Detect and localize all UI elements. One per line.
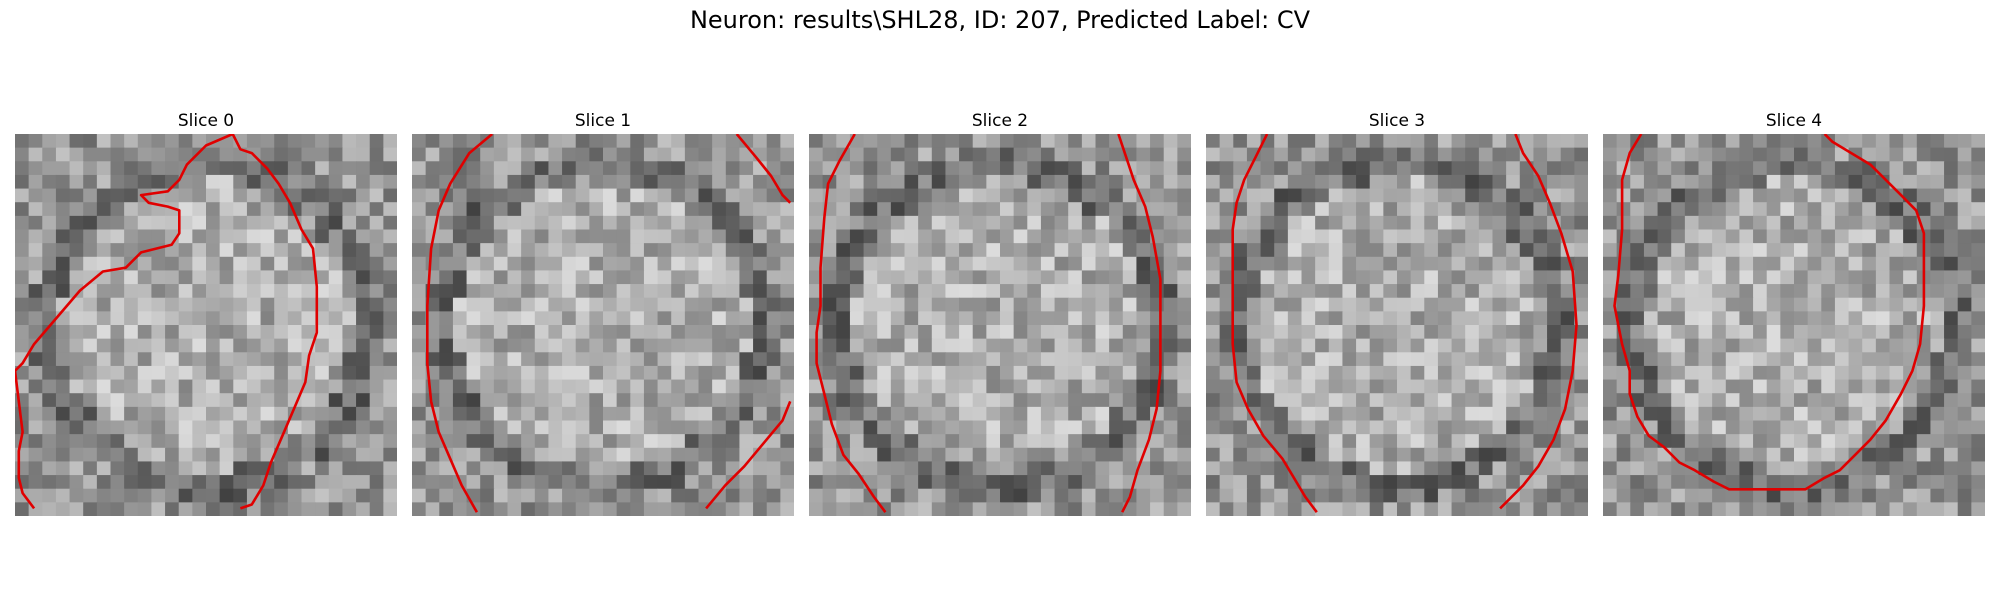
figure-title: Neuron: results\SHL28, ID: 207, Predicte… <box>0 6 2000 34</box>
slice-title: Slice 1 <box>412 108 794 134</box>
slice-image <box>1603 134 1985 516</box>
slice-panel-2: Slice 2 <box>809 108 1191 516</box>
slice-panel-0: Slice 0 <box>15 108 397 516</box>
slice-title: Slice 3 <box>1206 108 1588 134</box>
slice-panel-3: Slice 3 <box>1206 108 1588 516</box>
slice-image <box>412 134 794 516</box>
slice-image <box>809 134 1191 516</box>
slice-title: Slice 0 <box>15 108 397 134</box>
slice-title: Slice 2 <box>809 108 1191 134</box>
slice-panel-1: Slice 1 <box>412 108 794 516</box>
slice-panel-4: Slice 4 <box>1603 108 1985 516</box>
slice-image <box>1206 134 1588 516</box>
slice-title: Slice 4 <box>1603 108 1985 134</box>
slice-image <box>15 134 397 516</box>
